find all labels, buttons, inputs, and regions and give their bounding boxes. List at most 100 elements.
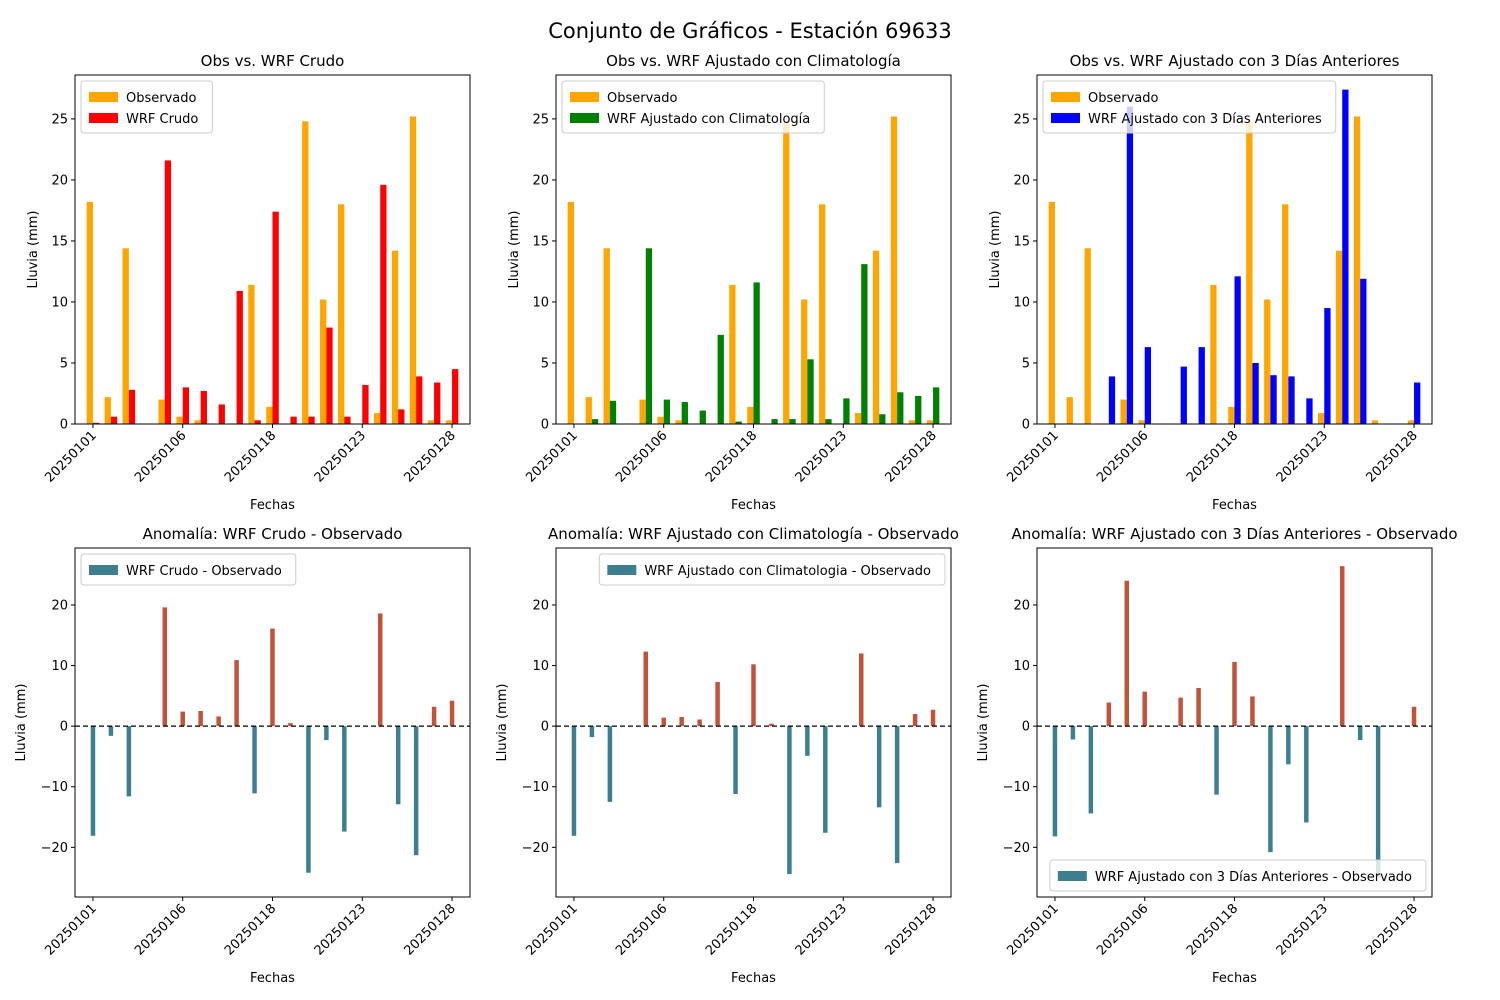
bar-wrf <box>308 416 315 424</box>
bar-wrf <box>717 334 724 424</box>
x-axis-label: Fechas <box>250 971 295 986</box>
x-tick-label: 20250106 <box>613 428 670 485</box>
legend: Observado WRF Crudo <box>80 80 213 134</box>
bar-wrf <box>110 416 118 424</box>
y-tick-label: −20 <box>1003 841 1030 856</box>
x-tick-label: 20250128 <box>882 901 939 958</box>
legend-label: WRF Ajustado con Climatologia - Observad… <box>644 564 931 579</box>
bar-wrf <box>699 410 706 424</box>
y-tick-label: −20 <box>522 841 549 856</box>
bar-wrf <box>92 422 100 424</box>
figure-suptitle: Conjunto de Gráficos - Estación 69633 <box>548 19 952 43</box>
x-tick-label: 20250106 <box>1094 901 1151 958</box>
legend: WRF Crudo - Observado <box>80 553 297 586</box>
x-tick-label: 20250123 <box>1274 901 1331 958</box>
chart-panel-6: Anomalía: WRF Ajustado con 3 Días Anteri… <box>976 525 1458 986</box>
bar-anomaly <box>1268 726 1273 853</box>
x-axis-label: Fechas <box>250 498 295 513</box>
y-tick-label: 10 <box>1013 659 1030 674</box>
y-axis-label: Lluvia (mm) <box>14 684 29 762</box>
legend-label: Observado <box>1088 91 1159 106</box>
y-tick-label: 20 <box>532 173 549 188</box>
legend-box <box>561 80 825 134</box>
x-tick-label: 20250101 <box>1004 428 1061 485</box>
chart-panel-3: Obs vs. WRF Ajustado con 3 Días Anterior… <box>988 52 1433 513</box>
bar-wrf <box>236 290 243 424</box>
y-tick-label: −20 <box>41 841 68 856</box>
bar-wrf <box>843 398 850 424</box>
bar-observado <box>747 406 754 424</box>
bar-wrf <box>272 211 279 424</box>
bar-wrf <box>1414 382 1421 424</box>
bar-anomaly <box>1124 580 1130 727</box>
x-tick-label: 20250118 <box>1184 901 1241 958</box>
x-tick-label: 20250128 <box>1363 428 1420 485</box>
chart-panel-5: Anomalía: WRF Ajustado con Climatología … <box>495 525 959 986</box>
y-tick-label: 15 <box>532 234 549 249</box>
bar-observado <box>783 121 790 424</box>
bars <box>90 607 455 873</box>
bar-anomaly <box>912 714 918 727</box>
bar-observado <box>1264 299 1271 424</box>
legend-swatch <box>89 565 118 575</box>
chart-panel-4: Anomalía: WRF Crudo - Observado −20 −10 0 10… <box>14 525 471 986</box>
legend: WRF Ajustado con 3 Días Anteriores - Obs… <box>1049 859 1427 892</box>
x-tick-label: 20250123 <box>312 901 369 958</box>
bar-observado <box>320 299 327 424</box>
bar-wrf <box>1126 106 1134 425</box>
bars <box>1052 566 1417 878</box>
bar-anomaly <box>413 726 419 856</box>
x-tick-label: 20250101 <box>42 901 99 958</box>
y-tick-label: 0 <box>1022 418 1030 433</box>
y-tick-label: 10 <box>1013 295 1030 310</box>
bar-observado <box>409 116 417 425</box>
x-tick-label: 20250118 <box>703 901 760 958</box>
bar-wrf <box>663 399 671 424</box>
x-tick-label: 20250101 <box>523 428 580 485</box>
x-tick-label: 20250123 <box>1274 428 1331 485</box>
legend-label: WRF Ajustado con 3 Días Anteriores - Obs… <box>1095 870 1412 885</box>
bar-anomaly <box>1339 566 1345 727</box>
bar-observado <box>122 248 129 424</box>
legend-swatch <box>607 565 637 575</box>
legend-label: WRF Ajustado con 3 Días Anteriores <box>1088 112 1322 127</box>
y-tick-label: 20 <box>1013 173 1030 188</box>
legend-swatch <box>570 92 599 102</box>
legend-swatch <box>1057 871 1087 881</box>
bar-anomaly <box>733 726 738 794</box>
bar-wrf <box>681 402 688 424</box>
legend-swatch <box>570 113 599 123</box>
y-tick-label: 5 <box>541 356 549 371</box>
bar-anomaly <box>324 726 329 741</box>
bar-wrf <box>326 327 333 424</box>
bar-observado <box>427 420 435 424</box>
x-tick-label: 20250123 <box>793 901 850 958</box>
x-axis-label: Fechas <box>731 498 776 513</box>
bar-observado <box>1228 406 1235 424</box>
x-axis-label: Fechas <box>731 971 776 986</box>
bar-wrf <box>344 416 351 424</box>
legend-box <box>598 553 946 586</box>
bar-anomaly <box>876 726 882 808</box>
bar-observado <box>1407 420 1415 424</box>
x-tick-label: 20250118 <box>703 428 760 485</box>
y-tick-label: 0 <box>60 720 68 735</box>
bar-anomaly <box>769 723 774 727</box>
chart-panel-2: Obs vs. WRF Ajustado con Climatología 0 5 1… <box>507 52 952 513</box>
x-tick-label: 20250123 <box>312 428 369 485</box>
y-tick-label: 10 <box>51 295 68 310</box>
bar-observado <box>1246 121 1253 424</box>
x-tick-label: 20250106 <box>132 901 189 958</box>
legend: Observado WRF Ajustado con Climatología <box>561 80 825 134</box>
bar-anomaly <box>431 706 437 727</box>
bar-observado <box>603 248 610 424</box>
bar-wrf <box>1360 278 1367 424</box>
bar-wrf <box>1324 308 1331 424</box>
bar-wrf <box>861 264 868 424</box>
bar-wrf <box>1306 398 1313 424</box>
bar-wrf <box>1144 347 1152 424</box>
x-tick-label: 20250101 <box>523 901 580 958</box>
bar-anomaly <box>1304 726 1309 823</box>
bar-observado <box>1353 116 1361 425</box>
